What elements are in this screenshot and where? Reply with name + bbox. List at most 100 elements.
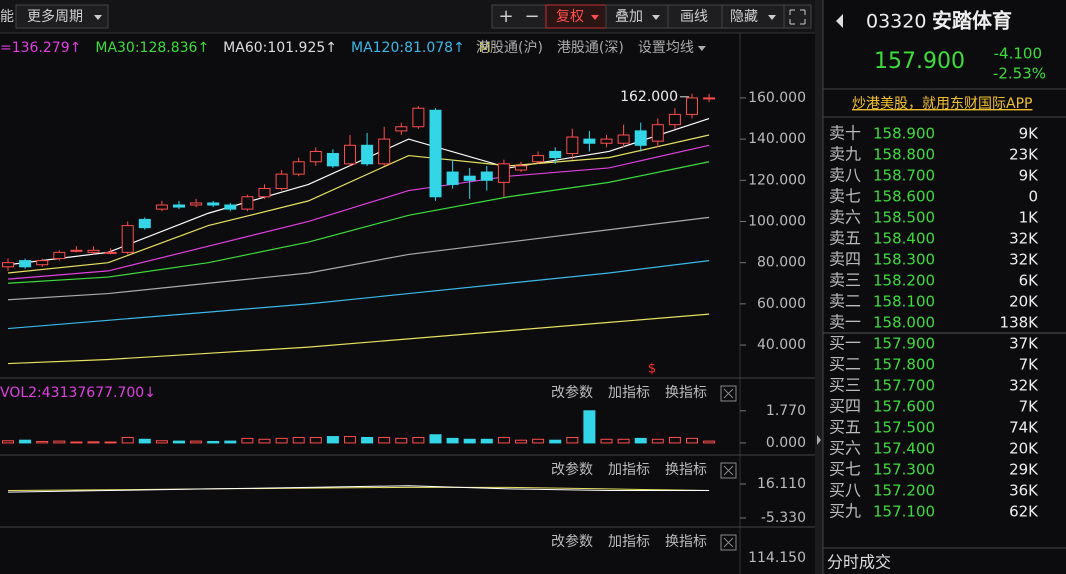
ma-line <box>7 134 710 274</box>
panel-button[interactable]: 改参数 <box>551 384 593 401</box>
book-price: 157.600 <box>873 398 935 416</box>
panel-button[interactable]: 换指标 <box>665 384 707 401</box>
book-price: 157.100 <box>873 503 935 521</box>
book-price: 158.000 <box>873 314 935 332</box>
volume-label: VOL2:43137677.700↓ <box>0 385 156 401</box>
candle-body <box>378 138 391 165</box>
candle-body <box>600 138 613 144</box>
candle-body <box>173 204 185 208</box>
hide-label[interactable]: 隐藏 <box>730 9 758 25</box>
zoom-out[interactable]: − <box>524 6 539 27</box>
candle-body <box>53 251 66 260</box>
book-price: 157.700 <box>873 377 935 395</box>
overlay-label[interactable]: 叠加 <box>615 9 643 25</box>
close-icon <box>723 537 734 548</box>
back-arrow[interactable] <box>836 14 843 28</box>
toolbar-cut: 能 <box>0 9 14 25</box>
candle-body <box>275 173 288 190</box>
volume-bar <box>446 437 459 444</box>
book-level: 买三 <box>829 376 861 395</box>
candle-body <box>258 188 271 198</box>
book-level: 买八 <box>829 481 861 500</box>
book-volume: 74K <box>1009 419 1039 437</box>
ma-line <box>7 260 710 330</box>
volume-bar <box>2 440 14 444</box>
candle-body <box>497 163 510 183</box>
panel-button[interactable]: 加指标 <box>608 534 650 550</box>
candle-body <box>566 136 579 155</box>
candle-body <box>703 97 716 100</box>
volume-bar <box>686 437 698 444</box>
close-button[interactable] <box>720 462 737 479</box>
volume-bar <box>463 438 476 444</box>
panel-button[interactable]: 换指标 <box>665 461 707 478</box>
volume-bar <box>53 440 66 444</box>
candle-body <box>326 153 339 167</box>
volume-bar <box>224 440 237 444</box>
volume-bar <box>668 436 681 444</box>
ma-line <box>7 216 710 301</box>
panel-button[interactable]: 加指标 <box>608 462 650 478</box>
close-button[interactable] <box>720 534 737 551</box>
panel-button[interactable]: 改参数 <box>551 533 593 550</box>
book-price: 158.400 <box>873 230 935 248</box>
adjust-label[interactable]: 复权 <box>556 8 584 25</box>
volume-bar <box>566 436 579 444</box>
book-volume: 7K <box>1019 356 1040 374</box>
book-level: 买五 <box>829 418 861 437</box>
candle-body <box>104 251 117 254</box>
volume-bar <box>703 440 716 444</box>
volume-bar <box>549 439 562 444</box>
draw-label[interactable]: 画线 <box>680 9 708 25</box>
period-label[interactable]: 更多周期 <box>27 8 83 25</box>
fullscreen-button[interactable] <box>783 4 812 29</box>
book-level: 卖三 <box>829 271 861 290</box>
ma-link[interactable]: 港股通(深) <box>557 40 624 56</box>
book-price: 157.900 <box>873 335 935 353</box>
ma-legend: =136.279↑ <box>0 40 81 56</box>
candle-body <box>155 204 168 210</box>
volume-bar <box>378 436 391 444</box>
ma-legend: M <box>479 40 491 56</box>
volume-bar <box>87 441 100 444</box>
volume-bar <box>207 440 220 444</box>
dropdown-arrow <box>768 15 776 20</box>
book-volume: 0 <box>1028 188 1038 206</box>
volume-bar <box>326 436 339 444</box>
volume-bar <box>480 438 493 444</box>
book-level: 买九 <box>829 502 861 521</box>
dropdown-arrow <box>94 15 102 20</box>
candle-body <box>19 260 32 268</box>
close-button[interactable] <box>720 385 737 402</box>
osc-line <box>7 485 710 493</box>
book-volume: 20K <box>1009 440 1039 458</box>
panel-button[interactable]: 加指标 <box>608 385 650 401</box>
panel-button[interactable]: 改参数 <box>551 461 593 478</box>
splitter-arrow[interactable] <box>817 435 821 445</box>
zoom-in[interactable]: + <box>498 6 513 27</box>
candle-body <box>395 126 408 132</box>
book-volume: 138K <box>1000 314 1040 332</box>
trades-tab[interactable]: 分时成交 <box>827 553 891 572</box>
y-tick-label: 80.000 <box>757 255 806 271</box>
ad-link[interactable]: 炒港美股，就用东财国际APP <box>852 96 1032 112</box>
candle-body <box>429 109 442 198</box>
panel-button[interactable]: 换指标 <box>665 533 707 550</box>
candle-body <box>309 150 322 163</box>
ma-legend: MA30:128.836↑ <box>95 40 209 56</box>
ma-link[interactable]: 设置均线 <box>638 40 694 56</box>
candle-body <box>207 202 220 206</box>
candle-body <box>446 171 459 185</box>
book-volume: 32K <box>1009 230 1039 248</box>
splitter[interactable] <box>815 0 823 574</box>
volume-bar <box>651 438 664 444</box>
period-button[interactable] <box>15 4 109 29</box>
volume-bar <box>190 440 203 444</box>
book-price: 158.700 <box>873 167 935 185</box>
dropdown-arrow <box>697 46 706 51</box>
book-price: 158.900 <box>873 125 935 143</box>
book-level: 卖二 <box>829 292 861 311</box>
ma-line <box>7 313 710 365</box>
ma-link[interactable]: 港股通(沪) <box>476 40 543 56</box>
